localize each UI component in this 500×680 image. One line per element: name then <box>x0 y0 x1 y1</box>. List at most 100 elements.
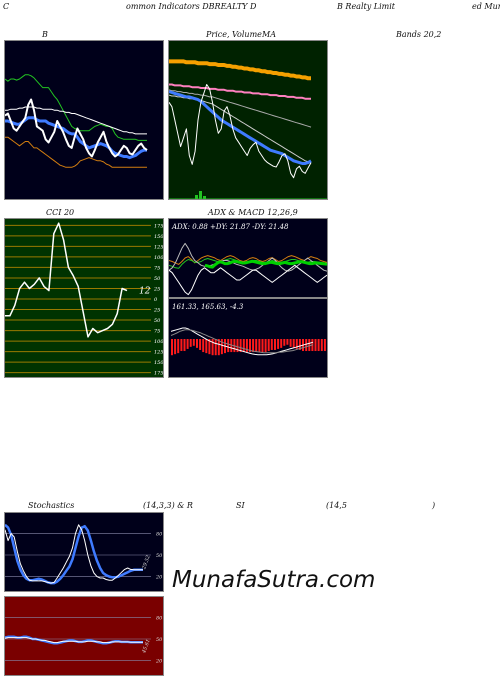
price-panel <box>168 40 328 200</box>
si-title: SI <box>236 501 245 510</box>
volume-title: Volume <box>232 30 262 39</box>
macd-histogram-bar <box>264 339 267 353</box>
macd-line <box>170 327 314 356</box>
macd-histogram-bar <box>171 339 173 356</box>
macd-histogram-bar <box>196 339 198 348</box>
bb-price-line <box>5 98 148 158</box>
macd-histogram-bar <box>214 339 217 356</box>
macd-histogram-bar <box>295 339 298 349</box>
macd-values-label: 161.33, 165.63, -4.3 <box>172 303 244 311</box>
volume-bar <box>199 191 202 199</box>
stochastics-panel: 80 50 20 29.52 <box>4 512 164 592</box>
macd-histogram-bar <box>227 339 230 353</box>
cci-tick-label: 50 <box>154 276 161 282</box>
adx-panel: ADX: 0.88 +DY: 21.87 -DY: 21.48 <box>168 218 328 298</box>
adx-line-grey <box>169 242 327 272</box>
macd-histogram-bar <box>211 339 214 356</box>
cci-tick-label: 75 <box>154 265 160 271</box>
macd-histogram-bar <box>283 339 286 346</box>
bb-lower-band <box>5 136 147 168</box>
macd-histogram-bar <box>267 339 270 352</box>
macd-histogram-bar <box>239 339 242 353</box>
macd-histogram-bar <box>280 339 283 348</box>
stoch-tick-label: 50 <box>156 553 163 559</box>
cci-tick-label: 25 <box>153 286 160 292</box>
cci-line <box>5 222 128 338</box>
rsi-value-label: 45.61 <box>141 639 152 655</box>
stoch-k-line <box>5 523 143 585</box>
adx-green-band <box>204 259 327 269</box>
macd-chart: 161.33, 165.63, -4.3 <box>170 303 326 356</box>
macd-histogram-bar <box>258 339 261 353</box>
macd-histogram-bar <box>252 339 255 353</box>
macd-histogram-bar <box>192 339 195 346</box>
cci-chart: 175 150 125 100 75 50 25 0 25 50 75 100 125 150 175 12 <box>5 222 164 377</box>
rsi-paren: ) <box>432 501 436 510</box>
macd-histogram-bar <box>298 339 301 350</box>
macd-histogram-bar <box>245 339 248 353</box>
macd-histogram-bar <box>189 339 192 347</box>
macd-panel: 161.33, 165.63, -4.3 <box>168 298 328 378</box>
macd-histogram-bar <box>236 339 239 353</box>
bollinger-panel <box>4 40 164 200</box>
macd-histogram-bar <box>174 339 177 355</box>
bands-title: Bands 20,2 <box>396 30 442 39</box>
macd-histogram-bar <box>199 339 202 350</box>
header-c: C <box>3 2 10 11</box>
macd-histogram-bar <box>286 339 289 345</box>
macd-histogram-bar <box>289 339 292 347</box>
rsi-panel: 80 50 20 45.61 <box>4 596 164 676</box>
macd-histogram-bar <box>292 339 295 348</box>
macd-histogram-bar <box>217 339 220 356</box>
rsi-tick-label: 80 <box>156 615 163 621</box>
ma-line-gold <box>169 59 311 81</box>
cci-tick-label: 125 <box>154 244 164 250</box>
stoch-title: Stochastics <box>28 501 75 510</box>
cci-tick-label: 50 <box>154 318 161 324</box>
macd-histogram-bar <box>220 339 223 355</box>
macd-histogram-bar <box>186 339 189 349</box>
macd-histogram-bar <box>183 339 186 352</box>
bb-ma-line <box>5 116 147 160</box>
volume-bar <box>203 196 206 199</box>
macd-histogram-bar <box>202 339 205 353</box>
header-city: ed Mum <box>472 2 500 11</box>
macd-histogram-bar <box>308 339 311 352</box>
macd-histogram-bar <box>320 339 323 352</box>
ma-line-pink <box>169 83 311 100</box>
rsi-tick-label: 20 <box>155 659 163 665</box>
stoch-d-line <box>5 524 143 584</box>
ma-title: MA <box>262 30 276 39</box>
cci-tick-label: 175 <box>154 371 164 377</box>
macd-histogram-bar <box>323 339 326 352</box>
stoch-value-label: 29.52 <box>141 555 152 571</box>
cci-tick-label: 125 <box>154 350 164 356</box>
price-title: Price, <box>206 30 230 39</box>
cci-panel: 175 150 125 100 75 50 25 0 25 50 75 100 125 150 175 12 <box>4 218 164 378</box>
cci-tick-label: 75 <box>154 329 160 335</box>
stoch-tick-label: 80 <box>156 531 163 537</box>
macd-histogram-bar <box>205 339 208 354</box>
bb-title: B <box>42 30 48 39</box>
rsi-tick-label: 50 <box>156 637 163 643</box>
macd-histogram-bar <box>277 339 280 349</box>
adx-chart: ADX: 0.88 +DY: 21.87 -DY: 21.48 <box>169 223 327 296</box>
volume-bar <box>195 195 198 199</box>
watermark: MunafaSutra.com <box>172 567 376 593</box>
adx-macd-title: ADX & MACD 12,26,9 <box>208 208 298 217</box>
price-chart <box>169 59 327 199</box>
macd-histogram-bar <box>255 339 258 353</box>
header-company-name: B Realty Limit <box>337 2 396 11</box>
macd-histogram-bar <box>305 339 308 352</box>
cci-tick-label: 150 <box>154 234 164 240</box>
stoch-params: (14,3,3) & R <box>143 501 193 510</box>
macd-histogram-bar <box>177 339 180 354</box>
header-common-indicators: ommon Indicators DBREALTY D <box>126 2 257 11</box>
ma-line-blue <box>169 90 312 165</box>
cci-tick-label: 175 <box>154 223 164 229</box>
cci-title: CCI 20 <box>46 208 75 217</box>
cci-tick-label: 100 <box>154 339 164 345</box>
macd-histogram-bar <box>261 339 264 353</box>
macd-histogram-bar <box>314 339 317 352</box>
